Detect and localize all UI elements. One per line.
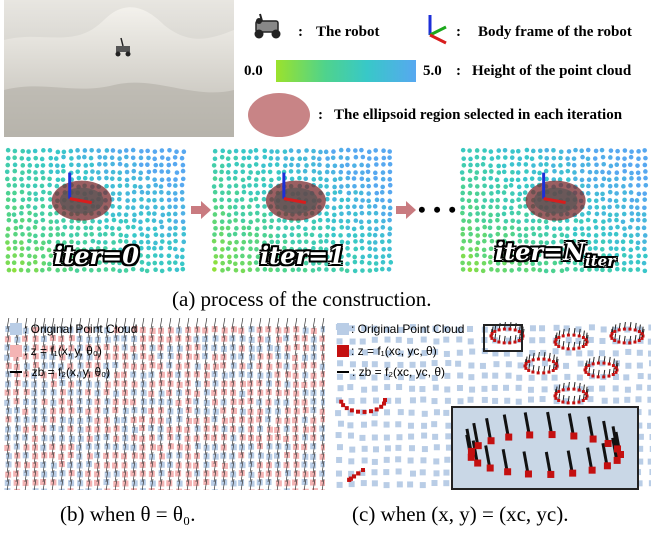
zoom-inset-drawing	[465, 411, 624, 478]
panel-c: : Original Point Cloud : z = f₁(xc, yc, …	[331, 318, 651, 490]
panel-b-legend-original: : Original Point Cloud	[10, 322, 137, 336]
legend-colon-frame: :	[456, 24, 461, 40]
normal-line-swatch	[337, 371, 349, 373]
body-frame-icon	[418, 13, 450, 52]
caption-b: (b) when θ = θ₀.	[60, 502, 196, 526]
point-cloud-n	[459, 147, 649, 274]
panel-b: : Original Point Cloud : z = f₁(x, y, θ₀…	[4, 318, 325, 490]
terrain-render	[4, 0, 234, 137]
fitted-c-swatch	[337, 345, 349, 357]
iteration-panel-n: iter=Niter	[459, 146, 651, 276]
terrain-robot-icon	[115, 37, 131, 57]
robot-body-frame	[51, 172, 112, 221]
panel-b-original-label: : Original Point Cloud	[24, 322, 138, 336]
ellipse-swatch	[248, 93, 310, 137]
ellipsis: • • •	[418, 197, 458, 222]
iteration-label-n: iter=Niter	[459, 237, 651, 270]
panel-c-legend-original: : Original Point Cloud	[337, 322, 464, 336]
zoom-source-box	[483, 324, 523, 352]
point-cloud-1	[211, 147, 394, 274]
panel-b-legend-zb: : zb = f₂(x, y, θ₀)	[10, 365, 110, 379]
fitted-b-swatch	[10, 345, 22, 357]
arrow-icon	[396, 201, 416, 219]
panel-c-z-label: : z = f₁(xc, yc, θ)	[351, 344, 437, 358]
robot-icon	[250, 12, 286, 47]
panel-b-zb-label: : zb = f₂(x, y, θ₀)	[25, 365, 111, 379]
panel-c-legend-zb: : zb = f₂(xc, yc, θ)	[337, 365, 445, 379]
zoom-inset	[451, 406, 639, 490]
normal-line-swatch	[10, 371, 22, 373]
legend-colon-robot: :	[298, 24, 303, 40]
height-min-label: 0.0	[244, 63, 263, 79]
panel-c-original-label: : Original Point Cloud	[351, 322, 465, 336]
height-color-bar	[276, 60, 416, 82]
iteration-label-0: iter=0	[54, 241, 139, 270]
panel-b-cloud	[4, 318, 325, 490]
original-cloud-swatch	[10, 323, 22, 335]
panel-c-zb-label: : zb = f₂(xc, yc, θ)	[352, 365, 446, 379]
iteration-label-1: iter=1	[260, 241, 345, 270]
caption-c: (c) when (x, y) = (xc, yc).	[352, 502, 569, 526]
panel-b-z-label: : z = f₁(x, y, θ₀)	[24, 344, 102, 358]
arrow-icon	[191, 201, 211, 219]
legend-ellipse-label: The ellipsoid region selected in each it…	[334, 107, 623, 123]
point-cloud-0	[4, 147, 187, 274]
legend-frame-label: Body frame of the robot	[478, 24, 632, 40]
legend-colon-height: :	[456, 63, 461, 79]
panel-b-legend-z: : z = f₁(x, y, θ₀)	[10, 344, 102, 358]
legend-robot-label: The robot	[316, 24, 380, 40]
robot-body-frame	[525, 172, 586, 221]
iteration-panel-0: iter=0	[4, 146, 189, 276]
panel-c-legend-z: : z = f₁(xc, yc, θ)	[337, 344, 437, 358]
legend-height-label: Height of the point cloud	[472, 63, 632, 79]
legend-colon-ellipse: :	[318, 107, 323, 123]
height-max-label: 5.0	[423, 63, 442, 79]
robot-body-frame	[265, 172, 326, 221]
iteration-label-n-sub: iter	[585, 252, 616, 270]
caption-a: (a) process of the construction.	[172, 287, 432, 311]
iteration-panel-1: iter=1	[211, 146, 394, 276]
iteration-label-n-main: iter=N	[494, 237, 586, 267]
original-cloud-swatch	[337, 323, 349, 335]
